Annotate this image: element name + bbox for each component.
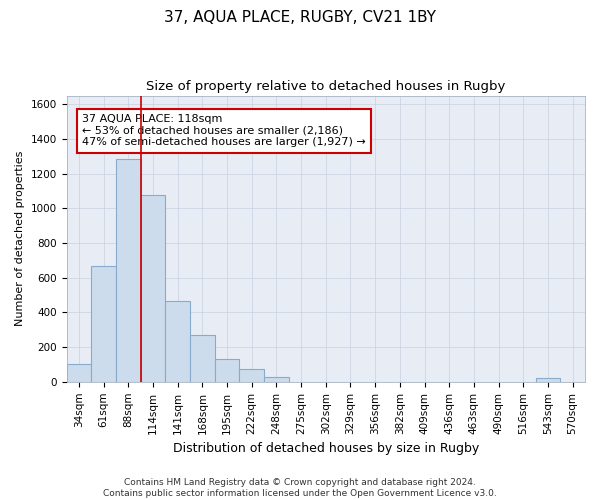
Bar <box>116 159 140 382</box>
Bar <box>536 378 560 382</box>
Bar <box>67 364 91 382</box>
Bar <box>165 301 190 382</box>
Text: 37 AQUA PLACE: 118sqm
← 53% of detached houses are smaller (2,186)
47% of semi-d: 37 AQUA PLACE: 118sqm ← 53% of detached … <box>82 114 366 148</box>
Text: 37, AQUA PLACE, RUGBY, CV21 1BY: 37, AQUA PLACE, RUGBY, CV21 1BY <box>164 10 436 25</box>
Bar <box>91 266 116 382</box>
Y-axis label: Number of detached properties: Number of detached properties <box>15 151 25 326</box>
Bar <box>190 335 215 382</box>
Bar <box>140 196 165 382</box>
Bar <box>239 369 264 382</box>
Title: Size of property relative to detached houses in Rugby: Size of property relative to detached ho… <box>146 80 505 93</box>
Bar <box>264 376 289 382</box>
Bar <box>215 360 239 382</box>
X-axis label: Distribution of detached houses by size in Rugby: Distribution of detached houses by size … <box>173 442 479 455</box>
Text: Contains HM Land Registry data © Crown copyright and database right 2024.
Contai: Contains HM Land Registry data © Crown c… <box>103 478 497 498</box>
